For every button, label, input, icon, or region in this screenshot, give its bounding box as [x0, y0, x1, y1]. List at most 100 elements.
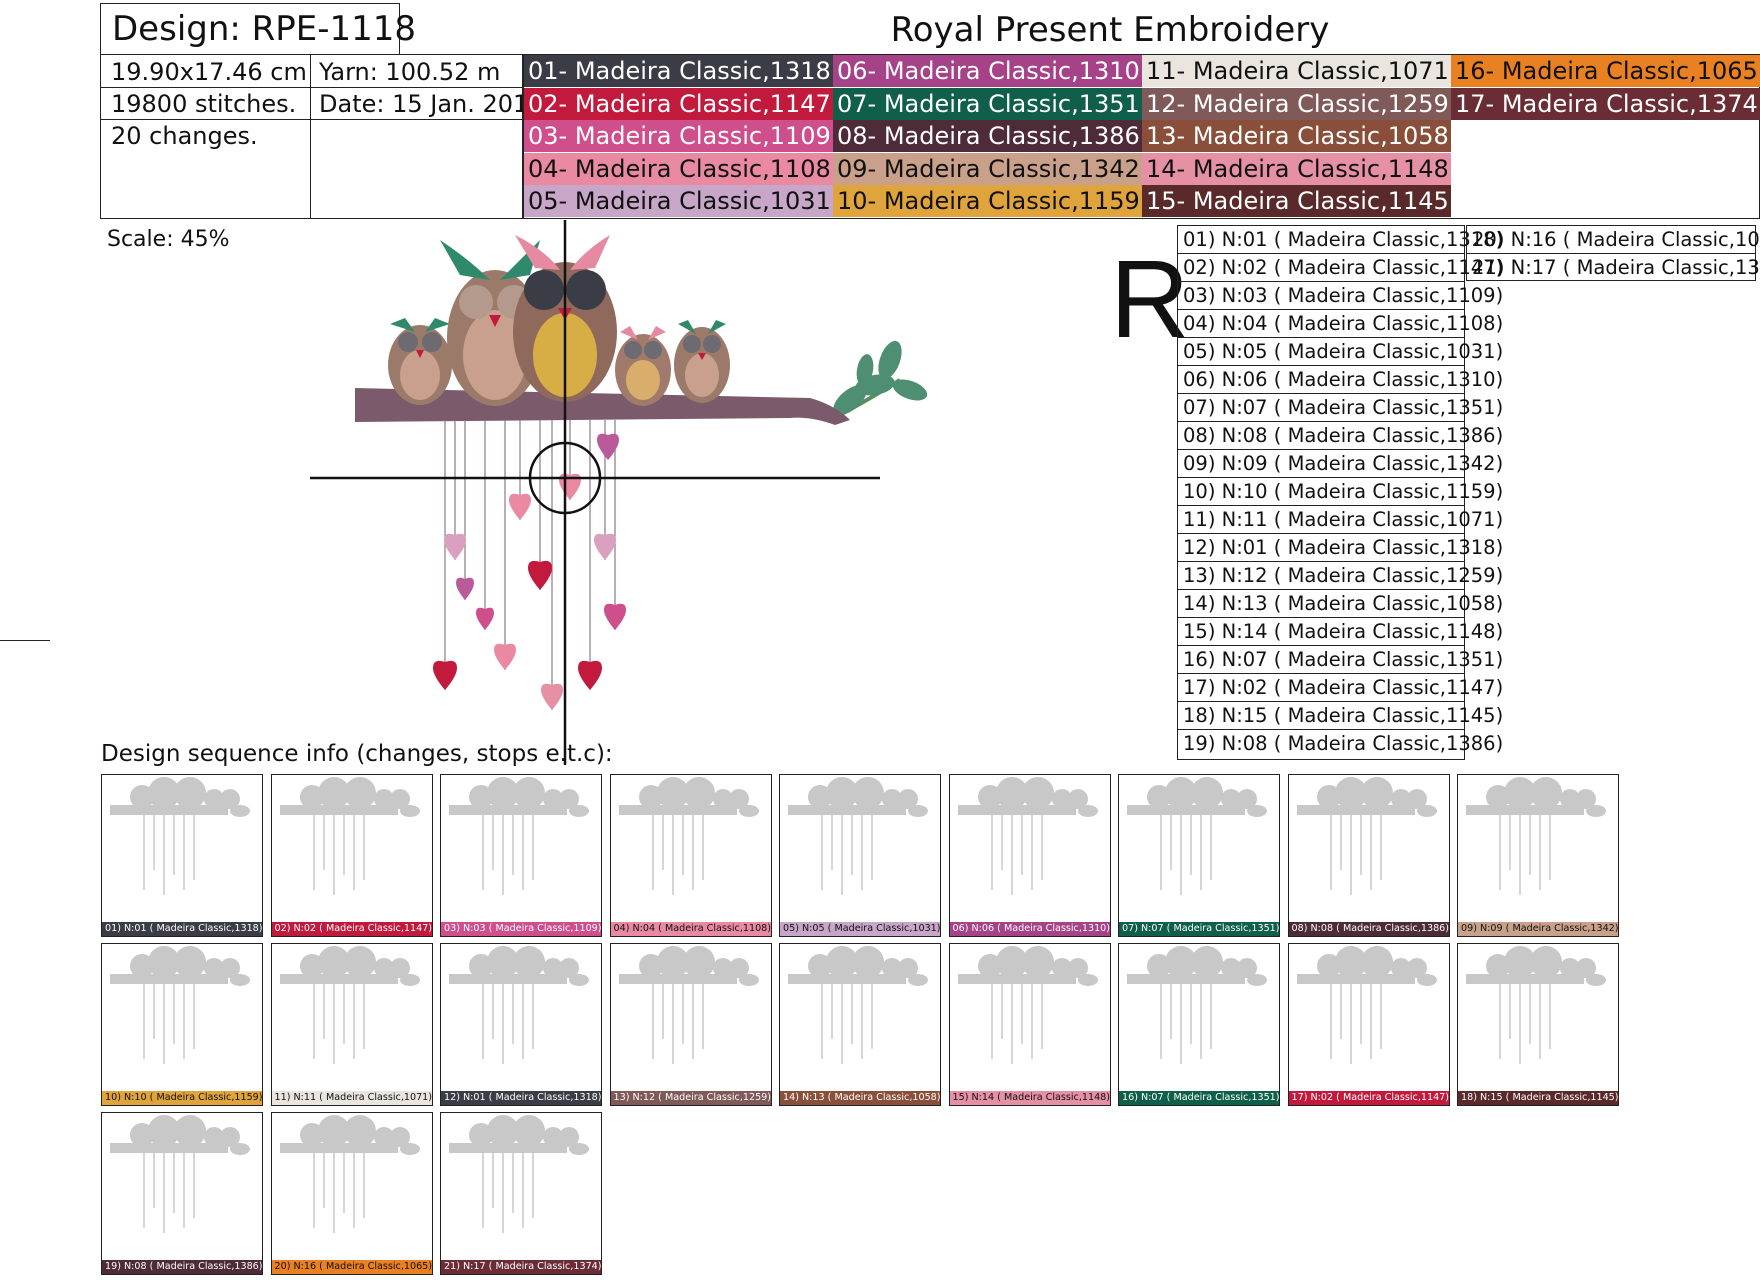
- sequence-thumbnail: 19) N:08 ( Madeira Classic,1386): [101, 1112, 263, 1275]
- sequence-heading: Design sequence info (changes, stops e.t…: [101, 741, 613, 767]
- palette-swatch: 08- Madeira Classic,1386: [833, 120, 1142, 153]
- palette-swatch: 11- Madeira Classic,1071: [1142, 55, 1451, 87]
- palette-swatch: 12- Madeira Classic,1259: [1142, 87, 1451, 120]
- scale-label: Scale: 45%: [107, 227, 230, 252]
- sequence-entry: 17) N:02 ( Madeira Classic,1147): [1178, 674, 1503, 702]
- palette-swatch: 13- Madeira Classic,1058: [1142, 120, 1451, 153]
- sequence-entry: 01) N:01 ( Madeira Classic,1318): [1178, 226, 1503, 254]
- design-date: Date: 15 Jan. 2017: [319, 90, 544, 118]
- sequence-thumbnail: 04) N:04 ( Madeira Classic,1108): [609, 774, 772, 937]
- sequence-entry: 11) N:11 ( Madeira Classic,1071): [1178, 506, 1503, 534]
- sequence-thumbnail: 12) N:01 ( Madeira Classic,1318): [440, 943, 602, 1106]
- registration-mark: R: [1110, 238, 1190, 361]
- yarn-length: Yarn: 100.52 m: [319, 58, 501, 86]
- palette-swatch: 01- Madeira Classic,1318: [524, 55, 833, 87]
- sequence-entry: 14) N:13 ( Madeira Classic,1058): [1178, 590, 1503, 618]
- sequence-thumbnail: 10) N:10 ( Madeira Classic,1159): [101, 943, 263, 1106]
- crosshair-icon: [310, 220, 880, 765]
- change-count: 20 changes.: [111, 122, 258, 150]
- leaf-sprig-icon: [829, 340, 928, 422]
- sequence-entry: 15) N:14 ( Madeira Classic,1148): [1178, 618, 1503, 646]
- sequence-entry: 12) N:01 ( Madeira Classic,1318): [1178, 534, 1503, 562]
- margin-tick: [0, 640, 50, 641]
- owl-small-pink-icon: [615, 326, 671, 406]
- palette-swatch: 04- Madeira Classic,1108: [524, 152, 833, 185]
- sequence-entry: 20) N:16 ( Madeira Classic,1065): [1467, 226, 1760, 254]
- thumbnail-label: 16) N:07 ( Madeira Classic,1351): [1119, 1091, 1279, 1105]
- sequence-thumbnail: 13) N:12 ( Madeira Classic,1259): [609, 943, 772, 1106]
- thumbnail-label: 13) N:12 ( Madeira Classic,1259): [610, 1091, 771, 1105]
- palette-swatch: 14- Madeira Classic,1148: [1142, 152, 1451, 185]
- sequence-entry: 02) N:02 ( Madeira Classic,1147): [1178, 254, 1503, 282]
- sequence-thumbnail: 01) N:01 ( Madeira Classic,1318): [101, 774, 263, 937]
- thumbnail-label: 12) N:01 ( Madeira Classic,1318): [441, 1091, 601, 1105]
- thumbnail-label: 08) N:08 ( Madeira Classic,1386): [1288, 922, 1449, 936]
- thumbnail-label: 14) N:13 ( Madeira Classic,1058): [780, 1091, 940, 1105]
- sequence-entry: 10) N:10 ( Madeira Classic,1159): [1178, 478, 1503, 506]
- stitch-count: 19800 stitches.: [111, 90, 297, 118]
- thumbnail-label: 10) N:10 ( Madeira Classic,1159): [102, 1091, 262, 1105]
- sequence-entry: 08) N:08 ( Madeira Classic,1386): [1178, 422, 1503, 450]
- sequence-entry: 21) N:17 ( Madeira Classic,1374): [1472, 256, 1760, 279]
- palette-swatch: 17- Madeira Classic,1374: [1451, 87, 1760, 120]
- thread-palette: 01- Madeira Classic,1318 02- Madeira Clas…: [523, 54, 1760, 219]
- palette-swatch: 10- Madeira Classic,1159: [833, 185, 1142, 218]
- sequence-entry: 07) N:07 ( Madeira Classic,1351): [1178, 394, 1503, 422]
- sequence-entry: 06) N:06 ( Madeira Classic,1310): [1178, 366, 1503, 394]
- sequence-thumbnail: 06) N:06 ( Madeira Classic,1310): [948, 774, 1111, 937]
- sequence-thumbnail: 02) N:02 ( Madeira Classic,1147): [270, 774, 433, 937]
- sequence-thumbnail: 05) N:05 ( Madeira Classic,1031): [779, 774, 941, 937]
- thumbnail-label: 18) N:15 ( Madeira Classic,1145): [1458, 1091, 1618, 1105]
- thumbnail-label: 20) N:16 ( Madeira Classic,1065): [271, 1260, 432, 1274]
- info-divider: [101, 87, 522, 88]
- palette-swatch: 15- Madeira Classic,1145: [1142, 185, 1451, 218]
- palette-swatch: 05- Madeira Classic,1031: [524, 185, 833, 218]
- owl-small-right-icon: [674, 320, 730, 403]
- palette-swatch: 09- Madeira Classic,1342: [833, 152, 1142, 185]
- sequence-thumbnail: 16) N:07 ( Madeira Classic,1351): [1118, 943, 1280, 1106]
- sequence-entry: 18) N:15 ( Madeira Classic,1145): [1178, 702, 1503, 730]
- sequence-thumbnail: 15) N:14 ( Madeira Classic,1148): [948, 943, 1111, 1106]
- thumbnail-label: 21) N:17 ( Madeira Classic,1374): [441, 1260, 601, 1274]
- thumbnail-label: 02) N:02 ( Madeira Classic,1147): [271, 922, 432, 936]
- thumbnail-label: 17) N:02 ( Madeira Classic,1147): [1288, 1091, 1449, 1105]
- sequence-thumbnail: 18) N:15 ( Madeira Classic,1145): [1457, 943, 1619, 1106]
- thumbnail-label: 15) N:14 ( Madeira Classic,1148): [949, 1091, 1110, 1105]
- sequence-thumbnail: 11) N:11 ( Madeira Classic,1071): [270, 943, 433, 1106]
- sequence-entry: 16) N:07 ( Madeira Classic,1351): [1178, 646, 1503, 674]
- thumbnail-label: 06) N:06 ( Madeira Classic,1310): [949, 922, 1110, 936]
- company-name: Royal Present Embroidery: [890, 10, 1330, 50]
- palette-swatch: 06- Madeira Classic,1310: [833, 55, 1142, 87]
- info-divider: [101, 119, 522, 120]
- sequence-thumbnail: 08) N:08 ( Madeira Classic,1386): [1287, 774, 1450, 937]
- thumbnail-label: 04) N:04 ( Madeira Classic,1108): [610, 922, 771, 936]
- sequence-list: 01) N:01 ( Madeira Classic,1318) 02) N:02…: [1177, 225, 1504, 760]
- palette-swatch: 03- Madeira Classic,1109: [524, 120, 833, 153]
- sequence-entry: 13) N:12 ( Madeira Classic,1259): [1178, 562, 1503, 590]
- hearts-icon: [433, 433, 626, 710]
- palette-swatch: 07- Madeira Classic,1351: [833, 87, 1142, 120]
- owl-small-left-icon: [388, 318, 452, 405]
- palette-swatch: 02- Madeira Classic,1147: [524, 87, 833, 120]
- sequence-entry: 04) N:04 ( Madeira Classic,1108): [1178, 310, 1503, 338]
- sequence-thumbnail: 17) N:02 ( Madeira Classic,1147): [1287, 943, 1450, 1106]
- thumbnail-label: 03) N:03 ( Madeira Classic,1109): [441, 922, 601, 936]
- thumbnail-label: 05) N:05 ( Madeira Classic,1031): [780, 922, 940, 936]
- sequence-thumbnail: 20) N:16 ( Madeira Classic,1065): [270, 1112, 433, 1275]
- sequence-entry: 09) N:09 ( Madeira Classic,1342): [1178, 450, 1503, 478]
- thumbnail-label: 01) N:01 ( Madeira Classic,1318): [102, 922, 262, 936]
- thumbnail-label: 11) N:11 ( Madeira Classic,1071): [271, 1091, 432, 1105]
- sequence-thumbnail: 07) N:07 ( Madeira Classic,1351): [1118, 774, 1280, 937]
- thumbnail-label: 09) N:09 ( Madeira Classic,1342): [1458, 922, 1618, 936]
- sequence-thumbnail: 21) N:17 ( Madeira Classic,1374): [440, 1112, 602, 1275]
- sequence-entry: 19) N:08 ( Madeira Classic,1386): [1183, 732, 1504, 755]
- palette-swatch: 16- Madeira Classic,1065: [1451, 55, 1760, 87]
- design-title: Design: RPE-1118: [100, 3, 416, 55]
- sequence-thumbnail: 03) N:03 ( Madeira Classic,1109): [440, 774, 602, 937]
- sequence-entry: 03) N:03 ( Madeira Classic,1109): [1178, 282, 1503, 310]
- thumbnail-label: 19) N:08 ( Madeira Classic,1386): [102, 1260, 262, 1274]
- design-info-box: 19.90x17.46 cm Yarn: 100.52 m 19800 stit…: [100, 54, 544, 219]
- sequence-thumbnail: 09) N:09 ( Madeira Classic,1342): [1457, 774, 1619, 937]
- thumbnail-label: 07) N:07 ( Madeira Classic,1351): [1119, 922, 1279, 936]
- embroidery-design-preview: [310, 220, 928, 765]
